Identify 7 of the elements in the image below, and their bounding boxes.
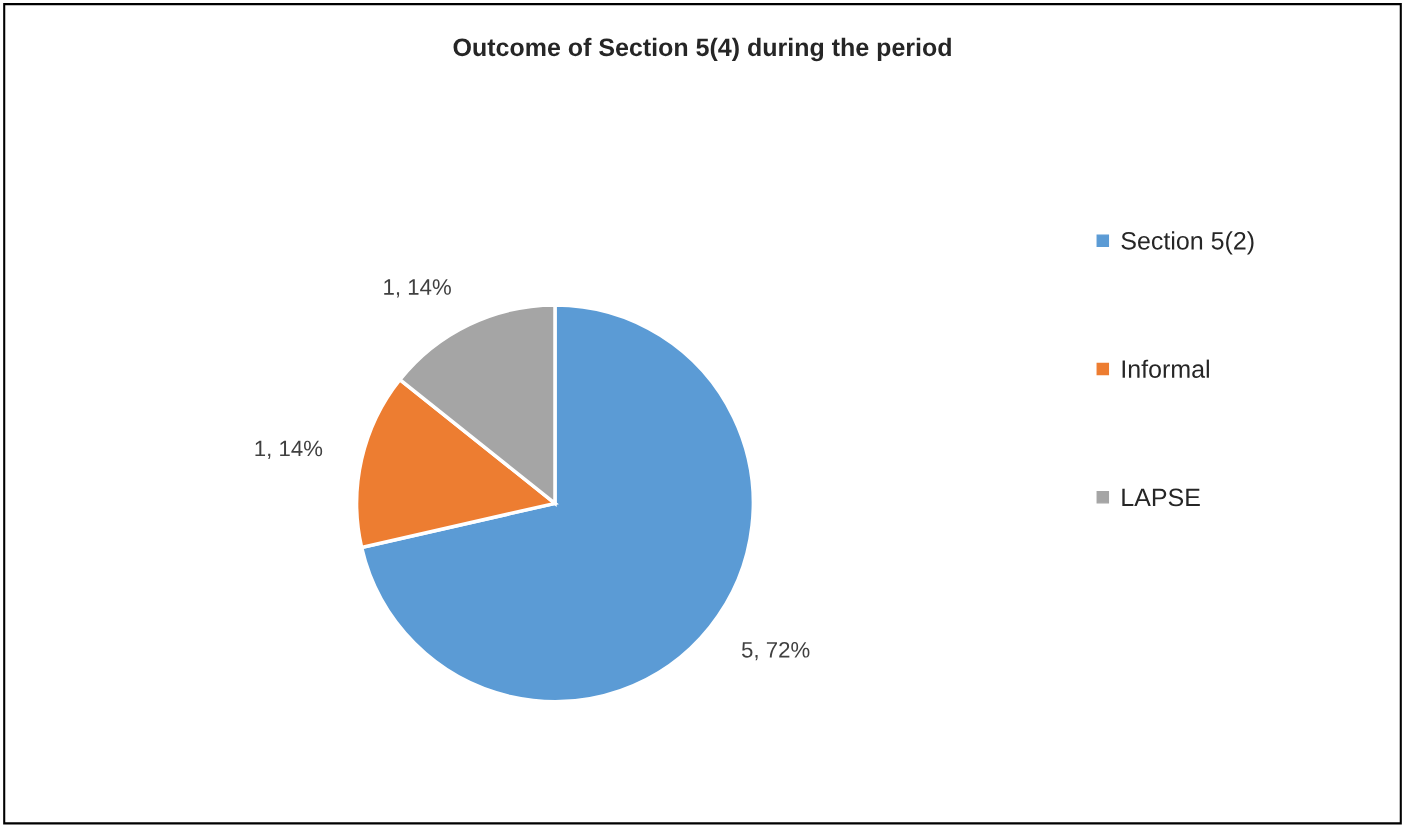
data-label: 1, 14% [384, 279, 451, 298]
legend-label: Informal [1122, 359, 1209, 378]
data-label: 1, 14% [255, 440, 323, 459]
data-label: 5, 72% [741, 641, 810, 661]
legend-label: LAPSE [1122, 488, 1200, 507]
legend-label: Section 5(2) [1121, 231, 1254, 255]
chart-title: Outcome of Section 5(4) during the period [453, 37, 951, 62]
